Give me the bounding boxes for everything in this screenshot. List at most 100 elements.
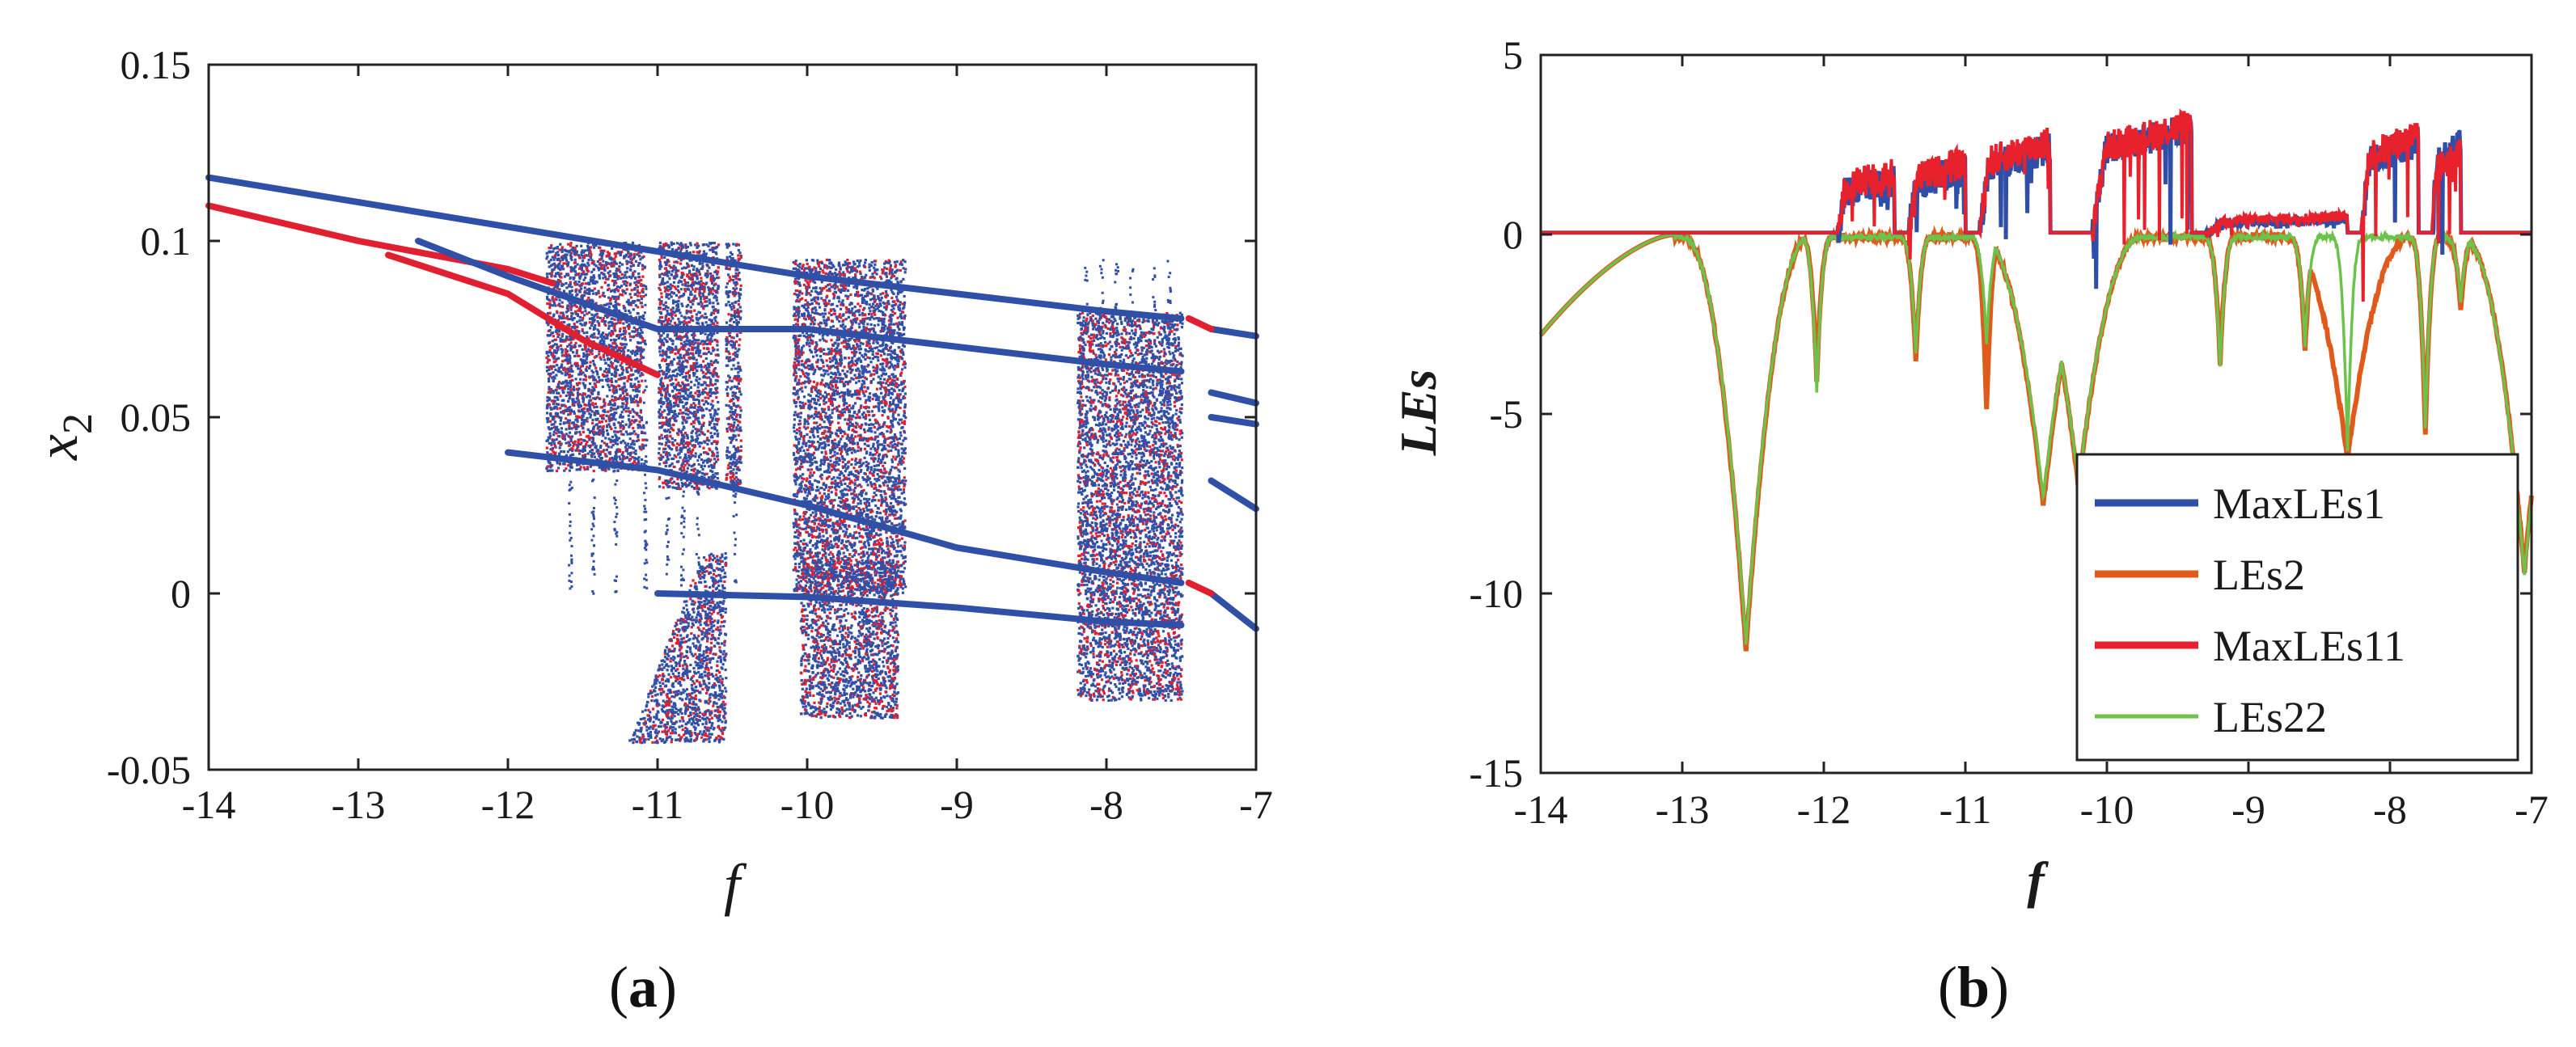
panel-a-point <box>662 273 666 277</box>
panel-a-point <box>583 314 586 317</box>
panel-a-point <box>727 357 730 361</box>
panel-a-point <box>598 421 601 424</box>
panel-a-point <box>611 407 615 411</box>
panel-a-point <box>694 243 697 247</box>
panel-a-point <box>546 418 549 421</box>
panel-a-point <box>692 331 696 334</box>
panel-a-point <box>827 443 830 447</box>
panel-a-point <box>879 533 882 536</box>
panel-a-point <box>611 458 615 462</box>
panel-a-point <box>582 456 585 459</box>
panel-a-point <box>738 306 742 309</box>
panel-a-point <box>666 310 669 313</box>
panel-a-point <box>625 260 628 263</box>
panel-a-point <box>676 261 679 264</box>
panel-a-point <box>680 302 683 306</box>
panel-a-point <box>583 447 586 451</box>
panel-a-point <box>588 389 591 392</box>
panel-a-point <box>734 283 738 286</box>
panel-a-point <box>637 279 641 283</box>
panel-a-point <box>628 323 631 327</box>
panel-a-point <box>579 433 582 437</box>
panel-a-point <box>590 323 594 327</box>
panel-a-point <box>554 338 557 341</box>
panel-a-point <box>730 368 734 371</box>
panel-a-point <box>687 413 690 416</box>
panel-a-point <box>677 269 680 272</box>
panel-a-point <box>637 462 641 465</box>
panel-a-point <box>578 284 582 287</box>
panel-a-point <box>581 268 584 272</box>
panel-a-point <box>725 246 729 249</box>
panel-a-point <box>562 450 565 454</box>
panel-a-point <box>702 347 705 350</box>
panel-a-point <box>730 429 733 433</box>
panel-a-point <box>673 260 676 264</box>
panel-a-point <box>662 461 666 465</box>
panel-a-point <box>582 382 585 385</box>
panel-a-point <box>822 383 826 386</box>
panel-a-point <box>635 399 638 403</box>
panel-a-point <box>696 322 699 325</box>
panel-a-point <box>709 290 713 293</box>
panel-a-point <box>602 353 606 357</box>
panel-a-point <box>738 455 742 458</box>
panel-a-point <box>558 298 561 302</box>
panel-a-point <box>587 296 590 299</box>
panel-a-point <box>816 425 819 429</box>
panel-a-point <box>590 349 594 353</box>
panel-a-point <box>730 407 734 411</box>
panel-a-point <box>706 437 709 440</box>
panel-a-point <box>634 276 637 280</box>
panel-a-point <box>696 375 699 379</box>
panel-a-point <box>687 348 691 351</box>
panel-a-point <box>684 387 687 391</box>
panel-a-point <box>692 299 696 302</box>
panel-a-point <box>563 255 566 258</box>
panel-a-point <box>713 466 716 469</box>
panel-a-point <box>737 446 740 450</box>
panel-a-point <box>558 416 561 420</box>
panel-a-point <box>591 421 594 424</box>
panel-a-point <box>679 369 683 374</box>
panel-a-point <box>564 255 568 258</box>
panel-a-point <box>552 335 555 338</box>
panel-a-point <box>739 461 742 464</box>
panel-a-point <box>574 273 577 277</box>
panel-a-point <box>567 463 570 467</box>
panel-a-point <box>701 483 704 486</box>
panel-a-point <box>683 463 687 467</box>
panel-a-point <box>552 262 556 265</box>
panel-a-point <box>675 378 678 382</box>
panel-a-point <box>797 562 801 566</box>
panel-a-point <box>609 361 613 364</box>
panel-a-point <box>663 272 666 275</box>
panel-a-point <box>675 368 678 371</box>
panel-a-point <box>606 334 609 337</box>
panel-a-point <box>632 451 636 454</box>
panel-a-point <box>560 354 564 357</box>
panel-a-point <box>627 327 631 331</box>
panel-a-point <box>713 311 716 315</box>
panel-a-point <box>726 350 730 353</box>
panel-a-point <box>660 255 663 258</box>
panel-a-point <box>706 269 709 272</box>
panel-a-point <box>609 441 612 444</box>
panel-a-point <box>578 276 582 279</box>
panel-a-point <box>700 441 704 445</box>
panel-a-point <box>557 431 560 434</box>
panel-a-point <box>575 424 578 427</box>
panel-a-point <box>559 305 562 308</box>
panel-a-point <box>703 459 706 462</box>
panel-a-point <box>676 289 680 292</box>
panel-a-point <box>602 355 605 358</box>
panel-a-point <box>696 342 700 345</box>
panel-a-point <box>632 326 636 329</box>
panel-a-point <box>738 420 742 424</box>
panel-a-point <box>573 323 576 326</box>
panel-a-point <box>675 393 678 396</box>
panel-a-point <box>633 330 637 333</box>
panel-a-point <box>563 462 566 466</box>
panel-a-point <box>686 383 689 386</box>
panel-a-point <box>572 386 576 389</box>
